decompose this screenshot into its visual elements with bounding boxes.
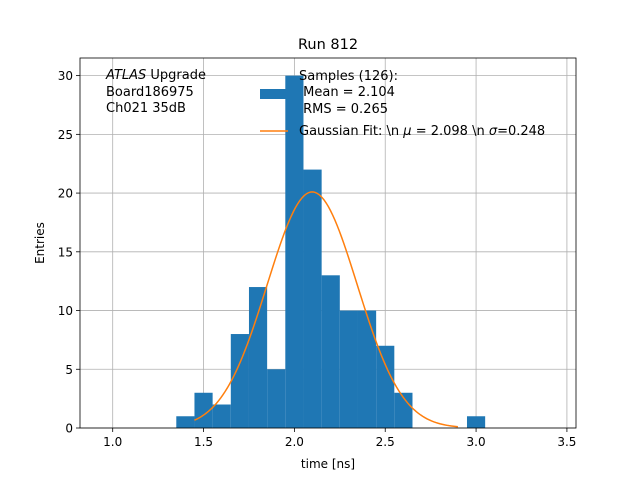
histogram-bar [194,392,213,428]
y-tick-label: 15 [58,245,73,259]
legend-fit-sigma: σ [489,124,498,139]
legend-fit-mid: = 2.098 \n [412,124,489,139]
histogram-bar [394,392,413,428]
atlas-label-italic: ATLAS [105,68,146,83]
histogram-bar [176,416,195,428]
legend: Samples (126): Mean = 2.104 RMS = 0.265 … [260,69,545,139]
atlas-label: ATLAS Upgrade [105,68,206,83]
gaussian-fit-curve [194,191,458,428]
legend-fit-mu: μ [402,124,411,139]
histogram-bar [321,275,340,428]
histogram-bar [212,404,231,428]
legend-fit-suffix: =0.248 [497,124,545,139]
x-tick-label: 3.5 [557,435,576,449]
y-tick-label: 25 [58,128,73,142]
histogram-bar [230,334,249,428]
legend-histogram-line-2: Mean = 2.104 [299,85,395,100]
legend-fit-prefix: Gaussian Fit: \n [299,124,403,139]
y-tick-label: 10 [58,304,73,318]
x-axis-ticks: 1.0 1.5 2.0 2.5 3.0 3.5 [103,428,576,449]
y-tick-label: 5 [65,363,73,377]
histogram-bar [466,416,486,428]
x-axis-label: time [ns] [301,457,355,471]
histogram-bars [176,75,486,429]
histogram-bar [248,287,268,428]
histogram-bar [285,75,304,428]
y-axis-ticks: 0 5 10 15 20 25 30 [58,69,80,436]
legend-histogram-swatch [260,89,288,99]
x-tick-label: 3.0 [467,435,486,449]
histogram-bar [376,345,395,428]
y-tick-label: 20 [58,187,73,201]
y-axis-label: Entries [33,222,47,264]
legend-fit-label: Gaussian Fit: \n μ = 2.098 \n σ=0.248 [299,124,545,139]
histogram-bar [357,310,377,428]
legend-histogram-line-3: RMS = 0.265 [299,102,388,117]
plot-frame [79,57,577,429]
y-tick-label: 0 [65,422,73,436]
x-tick-label: 1.5 [194,435,213,449]
x-tick-label: 2.5 [376,435,395,449]
chart-title: Run 812 [298,37,358,53]
board-label: Board186975 [106,85,194,100]
x-tick-label: 2.0 [285,435,304,449]
y-tick-label: 30 [58,69,73,83]
legend-histogram-line-1: Samples (126): [299,69,398,84]
atlas-label-rest: Upgrade [146,68,206,83]
histogram-bar [303,169,322,429]
x-tick-label: 1.0 [103,435,122,449]
histogram-bar [267,369,286,428]
channel-label: Ch021 35dB [106,101,186,116]
histogram-bar [339,310,358,428]
